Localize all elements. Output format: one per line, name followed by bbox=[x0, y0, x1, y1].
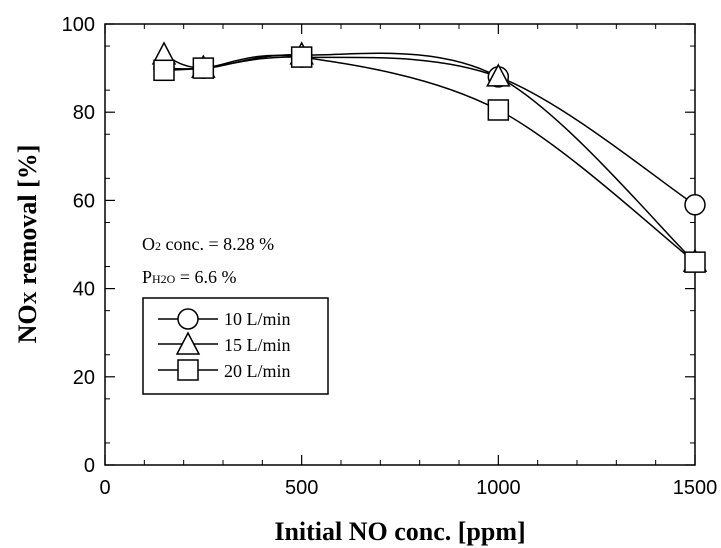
legend-label-20: 20 L/min bbox=[224, 361, 291, 381]
x-tick-label: 500 bbox=[285, 477, 318, 499]
annotation-ph2o-rest: = 6.6 % bbox=[175, 267, 236, 287]
x-tick-label: 1000 bbox=[476, 477, 521, 499]
legend: 10 L/min 15 L/min 20 L/min bbox=[142, 297, 329, 395]
y-axis-title-rest: removal [%] bbox=[13, 145, 42, 292]
y-tick-label: 100 bbox=[62, 14, 95, 36]
x-axis-title: Initial NO conc. [ppm] bbox=[274, 517, 525, 546]
plot-frame bbox=[104, 23, 696, 466]
y-tick-label: 60 bbox=[73, 190, 95, 212]
data-point-square bbox=[684, 251, 706, 273]
series-curves bbox=[163, 52, 696, 263]
series-line-square bbox=[163, 54, 696, 263]
y-tick-label: 40 bbox=[73, 279, 95, 301]
series-line-circle bbox=[163, 56, 696, 206]
data-point-circle bbox=[684, 194, 706, 216]
legend-label-15: 15 L/min bbox=[224, 335, 291, 355]
x-tick-label: 1500 bbox=[673, 477, 718, 499]
annotation-ph2o-sub: H2O bbox=[152, 272, 176, 286]
legend-label-10: 10 L/min bbox=[224, 309, 291, 329]
series-line-triangle bbox=[163, 52, 696, 263]
y-tick-label: 80 bbox=[73, 102, 95, 124]
data-point-square bbox=[153, 59, 175, 82]
data-point-square bbox=[487, 99, 510, 121]
legend-marker-square bbox=[177, 359, 199, 381]
y-axis-title-main: NO bbox=[13, 304, 42, 343]
y-axis-title-sub: X bbox=[20, 291, 40, 304]
annotation-o2-main: O bbox=[142, 234, 155, 254]
data-point-triangle bbox=[486, 63, 511, 87]
data-point-square bbox=[290, 46, 313, 68]
annotation-o2-rest: conc. = 8.28 % bbox=[161, 234, 274, 254]
legend-marker-triangle bbox=[175, 331, 201, 355]
y-tick-label: 0 bbox=[84, 455, 95, 477]
legend-marker-circle bbox=[177, 308, 199, 330]
series-markers bbox=[151, 41, 708, 273]
annotation-ph2o-main: P bbox=[142, 267, 152, 287]
data-point-square bbox=[192, 57, 215, 79]
annotation-o2: O2 conc. = 8.28 % bbox=[142, 234, 274, 254]
legend-box bbox=[142, 297, 329, 395]
x-tick-label: 0 bbox=[99, 477, 110, 499]
annotation-ph2o: PH2O = 6.6 % bbox=[142, 267, 237, 287]
y-axis-title: NOX removal [%] bbox=[13, 145, 42, 344]
annotation-o2-sub: 2 bbox=[155, 239, 161, 253]
y-tick-label: 20 bbox=[73, 367, 95, 389]
